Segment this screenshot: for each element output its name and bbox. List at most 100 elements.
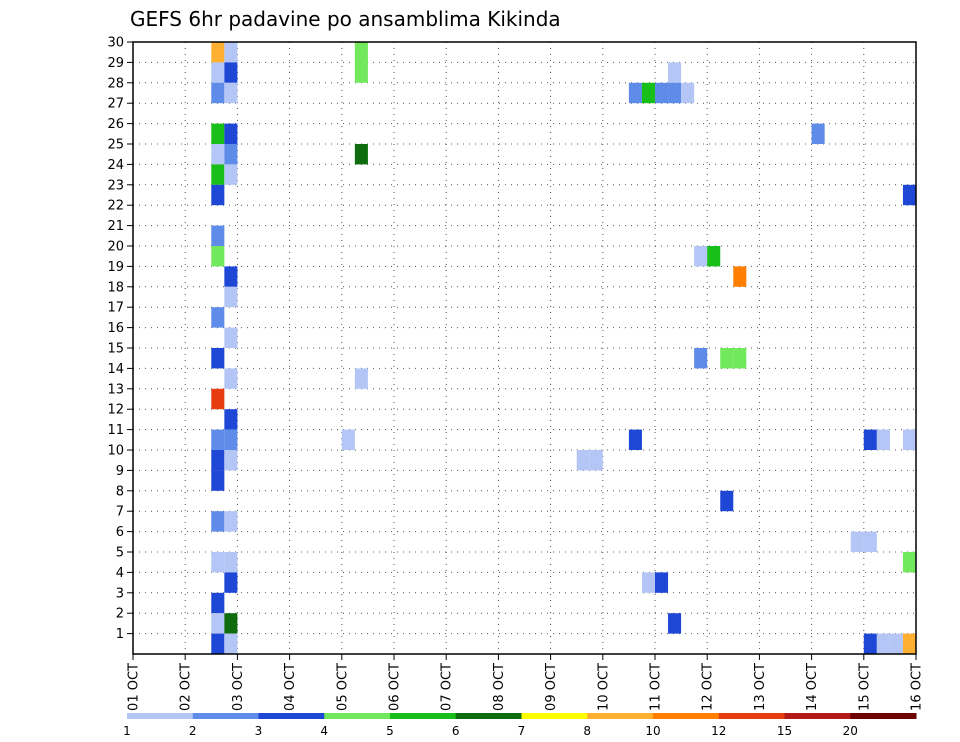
precipitation-cell [211,592,225,614]
precipitation-cell [733,266,747,287]
y-tick-label: 2 [116,607,124,622]
legend-label: 15 [777,724,792,738]
y-tick-label: 18 [107,280,124,295]
x-tick-label: 02 OCT [179,663,194,711]
precipitation-cell [211,450,225,471]
precipitation-cell [224,368,238,389]
precipitation-cell [668,62,682,83]
precipitation-cell [902,184,916,206]
precipitation-cell [211,348,225,369]
precipitation-cell [224,266,238,287]
y-tick-label: 19 [107,260,124,275]
y-tick-label: 6 [116,525,124,540]
x-tick-label: 07 OCT [440,663,455,711]
color-legend: 1 2 3 4 5 6 7 8 10 12 15 20 [123,713,917,738]
y-tick-label: 11 [107,423,124,438]
precipitation-cell [694,246,708,267]
precipitation-cell [576,450,590,471]
precipitation-cell [211,82,225,104]
precipitation-cell [211,470,225,491]
precipitation-cell [211,42,225,63]
y-tick-label: 26 [107,117,124,132]
precipitation-cell [720,490,734,512]
y-tick-label: 30 [107,36,124,51]
precipitation-cell [224,633,238,654]
precipitation-cell [224,511,238,532]
precipitation-cell [681,82,695,104]
legend-swatch [587,713,654,719]
precipitation-cell [707,246,721,267]
legend-swatch [653,713,720,719]
y-tick-label: 8 [116,484,124,499]
legend-label: 7 [518,724,526,738]
legend-swatch [521,713,588,719]
y-tick-label: 27 [107,97,124,112]
precipitation-cell [224,286,238,308]
y-tick-label: 25 [107,138,124,153]
precipitation-cell [224,144,238,165]
legend-swatch [127,713,194,719]
precipitation-cells [211,42,916,654]
precipitation-cell [589,450,603,471]
precipitation-cell [224,552,238,573]
precipitation-cell [224,450,238,471]
precipitation-cell [354,144,368,165]
legend-label: 10 [645,724,660,738]
precipitation-cell [224,327,238,348]
precipitation-cell [211,307,225,328]
grid [133,42,916,654]
y-tick-label: 15 [107,342,124,357]
plot-frame [132,41,917,655]
y-tick-label: 28 [107,76,124,91]
precipitation-cell [811,123,825,144]
precipitation-cell [354,42,368,63]
x-tick-label: 13 OCT [753,663,768,711]
precipitation-cell [902,552,916,573]
x-tick-label: 08 OCT [492,663,507,711]
legend-swatch [324,713,391,719]
precipitation-cell [876,633,890,654]
y-tick-label: 23 [107,178,124,193]
precipitation-cell [211,511,225,532]
precipitation-cell [668,613,682,634]
precipitation-cell [354,368,368,389]
x-tick-label: 15 OCT [857,663,872,711]
x-tick-label: 09 OCT [544,663,559,711]
precipitation-cell [354,62,368,83]
y-tick-label: 16 [107,321,124,336]
precipitation-cell [902,633,916,654]
precipitation-cell [628,82,642,104]
legend-label: 3 [255,724,263,738]
precipitation-cell [733,348,747,369]
precipitation-cell [224,82,238,104]
precipitation-cell [694,348,708,369]
precipitation-cell [341,429,355,450]
x-tick-label: 14 OCT [805,663,820,711]
y-axis: 1234567891011121314151617181920212223242… [107,36,133,642]
legend-label: 4 [320,724,328,738]
precipitation-cell [224,123,238,144]
legend-swatch [455,713,522,719]
precipitation-cell [641,572,655,593]
precipitation-cell [211,164,225,185]
precipitation-cell [224,613,238,634]
x-tick-label: 06 OCT [388,663,403,711]
legend-swatch [718,713,785,719]
precipitation-cell [211,388,225,410]
precipitation-cell [211,633,225,654]
legend-swatch [258,713,325,719]
precipitation-cell [224,62,238,83]
precipitation-cell [720,348,734,369]
precipitation-cell [628,429,642,450]
precipitation-cell [211,225,225,246]
y-tick-label: 13 [107,382,124,397]
y-tick-label: 24 [107,158,124,173]
legend-label: 5 [386,724,394,738]
y-tick-label: 10 [107,444,124,459]
x-tick-label: 01 OCT [127,663,142,711]
y-tick-label: 14 [107,362,124,377]
precipitation-cell [211,123,225,144]
y-tick-label: 4 [116,566,124,581]
legend-label: 6 [452,724,460,738]
legend-label: 1 [123,724,131,738]
